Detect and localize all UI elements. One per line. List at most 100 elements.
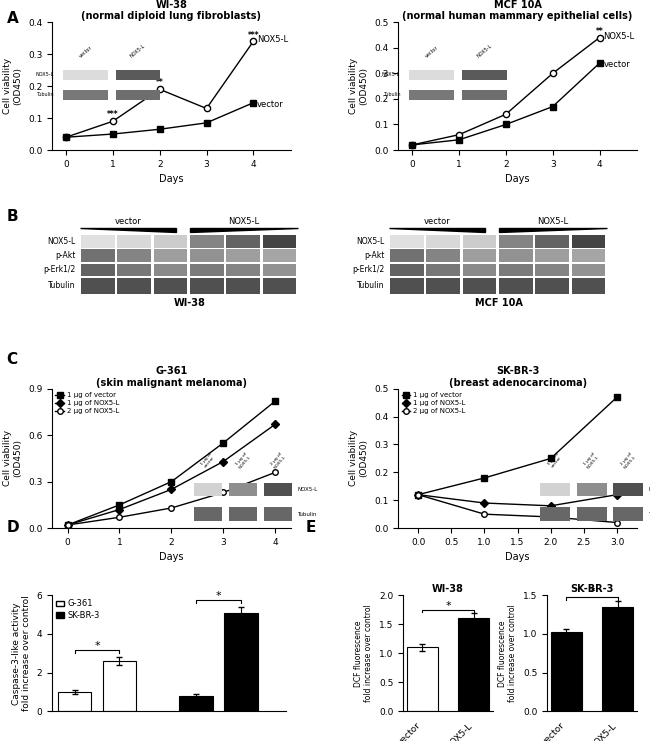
FancyBboxPatch shape <box>426 235 460 247</box>
Text: NOX5-L: NOX5-L <box>538 217 568 226</box>
Line: 1 μg of NOX5-L: 1 μg of NOX5-L <box>65 422 278 528</box>
Text: Tubulin: Tubulin <box>48 282 75 290</box>
FancyBboxPatch shape <box>390 250 424 262</box>
1 μg of NOX5-L <box>480 499 488 508</box>
FancyBboxPatch shape <box>226 250 260 262</box>
Bar <box>603 607 633 711</box>
Text: D: D <box>6 520 19 535</box>
FancyBboxPatch shape <box>463 235 496 247</box>
Bar <box>224 613 258 711</box>
Bar <box>58 692 92 711</box>
Text: Tubulin: Tubulin <box>357 282 385 290</box>
1 μg of vector <box>613 393 621 402</box>
2 μg of NOX5-L <box>613 518 621 527</box>
Line: 1 μg of vector: 1 μg of vector <box>65 399 278 528</box>
Legend: 1 μg of vector, 1 μg of NOX5-L, 2 μg of NOX5-L: 1 μg of vector, 1 μg of NOX5-L, 2 μg of … <box>402 392 465 414</box>
Y-axis label: DCF fluorescence
fold increase over control: DCF fluorescence fold increase over cont… <box>498 605 517 702</box>
FancyBboxPatch shape <box>426 278 460 294</box>
Text: NOX5-L: NOX5-L <box>257 36 288 44</box>
FancyBboxPatch shape <box>117 278 151 294</box>
1 μg of NOX5-L <box>116 505 124 514</box>
1 μg of vector <box>64 521 72 530</box>
FancyBboxPatch shape <box>572 235 605 247</box>
FancyBboxPatch shape <box>426 264 460 276</box>
Line: 2 μg of NOX5-L: 2 μg of NOX5-L <box>65 470 278 528</box>
FancyBboxPatch shape <box>426 250 460 262</box>
Title: SK-BR-3: SK-BR-3 <box>570 585 614 594</box>
FancyBboxPatch shape <box>190 278 224 294</box>
1 μg of NOX5-L <box>64 521 72 530</box>
FancyBboxPatch shape <box>117 250 151 262</box>
FancyBboxPatch shape <box>190 264 224 276</box>
FancyBboxPatch shape <box>153 250 187 262</box>
FancyBboxPatch shape <box>190 235 224 247</box>
FancyBboxPatch shape <box>536 264 569 276</box>
Text: vector: vector <box>257 100 284 109</box>
Text: NOX5-L: NOX5-L <box>228 217 259 226</box>
Text: *: * <box>445 600 451 611</box>
FancyBboxPatch shape <box>263 250 296 262</box>
Title: SK-BR-3
(breast adenocarcinoma): SK-BR-3 (breast adenocarcinoma) <box>448 366 587 388</box>
Text: ***: *** <box>248 30 259 39</box>
FancyBboxPatch shape <box>499 278 532 294</box>
FancyBboxPatch shape <box>572 278 605 294</box>
Text: p-Erk1/2: p-Erk1/2 <box>43 265 75 274</box>
FancyBboxPatch shape <box>463 278 496 294</box>
Polygon shape <box>190 228 298 232</box>
Bar <box>407 648 437 711</box>
FancyBboxPatch shape <box>390 278 424 294</box>
Text: p-Erk1/2: p-Erk1/2 <box>352 265 385 274</box>
2 μg of NOX5-L <box>220 488 228 497</box>
FancyBboxPatch shape <box>81 278 114 294</box>
FancyBboxPatch shape <box>81 264 114 276</box>
Title: WI-38
(normal diploid lung fibroblasts): WI-38 (normal diploid lung fibroblasts) <box>81 0 261 21</box>
1 μg of vector <box>414 491 422 499</box>
FancyBboxPatch shape <box>153 278 187 294</box>
Polygon shape <box>499 228 606 232</box>
2 μg of NOX5-L <box>116 513 124 522</box>
FancyBboxPatch shape <box>572 264 605 276</box>
FancyBboxPatch shape <box>536 278 569 294</box>
Bar <box>179 696 213 711</box>
Polygon shape <box>389 228 486 232</box>
2 μg of NOX5-L <box>547 513 554 522</box>
1 μg of vector <box>480 473 488 482</box>
X-axis label: Days: Days <box>159 174 184 185</box>
Text: p-Akt: p-Akt <box>364 251 385 260</box>
FancyBboxPatch shape <box>117 235 151 247</box>
FancyBboxPatch shape <box>263 278 296 294</box>
Text: A: A <box>6 11 18 26</box>
FancyBboxPatch shape <box>390 235 424 247</box>
1 μg of vector <box>271 396 279 405</box>
Y-axis label: Cell viability
(OD450): Cell viability (OD450) <box>3 431 22 487</box>
X-axis label: Days: Days <box>505 174 530 185</box>
FancyBboxPatch shape <box>463 250 496 262</box>
FancyBboxPatch shape <box>390 264 424 276</box>
Text: *: * <box>216 591 221 602</box>
FancyBboxPatch shape <box>499 235 532 247</box>
Text: E: E <box>306 520 316 535</box>
Legend: G-361, SK-BR-3: G-361, SK-BR-3 <box>56 599 99 620</box>
Line: 1 μg of NOX5-L: 1 μg of NOX5-L <box>415 492 620 508</box>
1 μg of NOX5-L <box>220 457 228 466</box>
1 μg of NOX5-L <box>547 502 554 511</box>
2 μg of NOX5-L <box>480 510 488 519</box>
Text: *: * <box>94 641 100 651</box>
Text: C: C <box>6 352 18 367</box>
Text: NOX5-L: NOX5-L <box>47 237 75 246</box>
Y-axis label: Caspase-3-like activity
fold increase over control: Caspase-3-like activity fold increase ov… <box>12 596 31 711</box>
FancyBboxPatch shape <box>499 250 532 262</box>
Text: vector: vector <box>603 60 630 69</box>
FancyBboxPatch shape <box>536 235 569 247</box>
1 μg of NOX5-L <box>271 420 279 429</box>
Bar <box>551 632 582 711</box>
2 μg of NOX5-L <box>168 504 176 513</box>
1 μg of NOX5-L <box>414 491 422 499</box>
FancyBboxPatch shape <box>536 250 569 262</box>
FancyBboxPatch shape <box>153 264 187 276</box>
X-axis label: Days: Days <box>159 552 184 562</box>
FancyBboxPatch shape <box>190 250 224 262</box>
Title: G-361
(skin malignant melanoma): G-361 (skin malignant melanoma) <box>96 366 247 388</box>
2 μg of NOX5-L <box>271 468 279 476</box>
FancyBboxPatch shape <box>81 235 114 247</box>
